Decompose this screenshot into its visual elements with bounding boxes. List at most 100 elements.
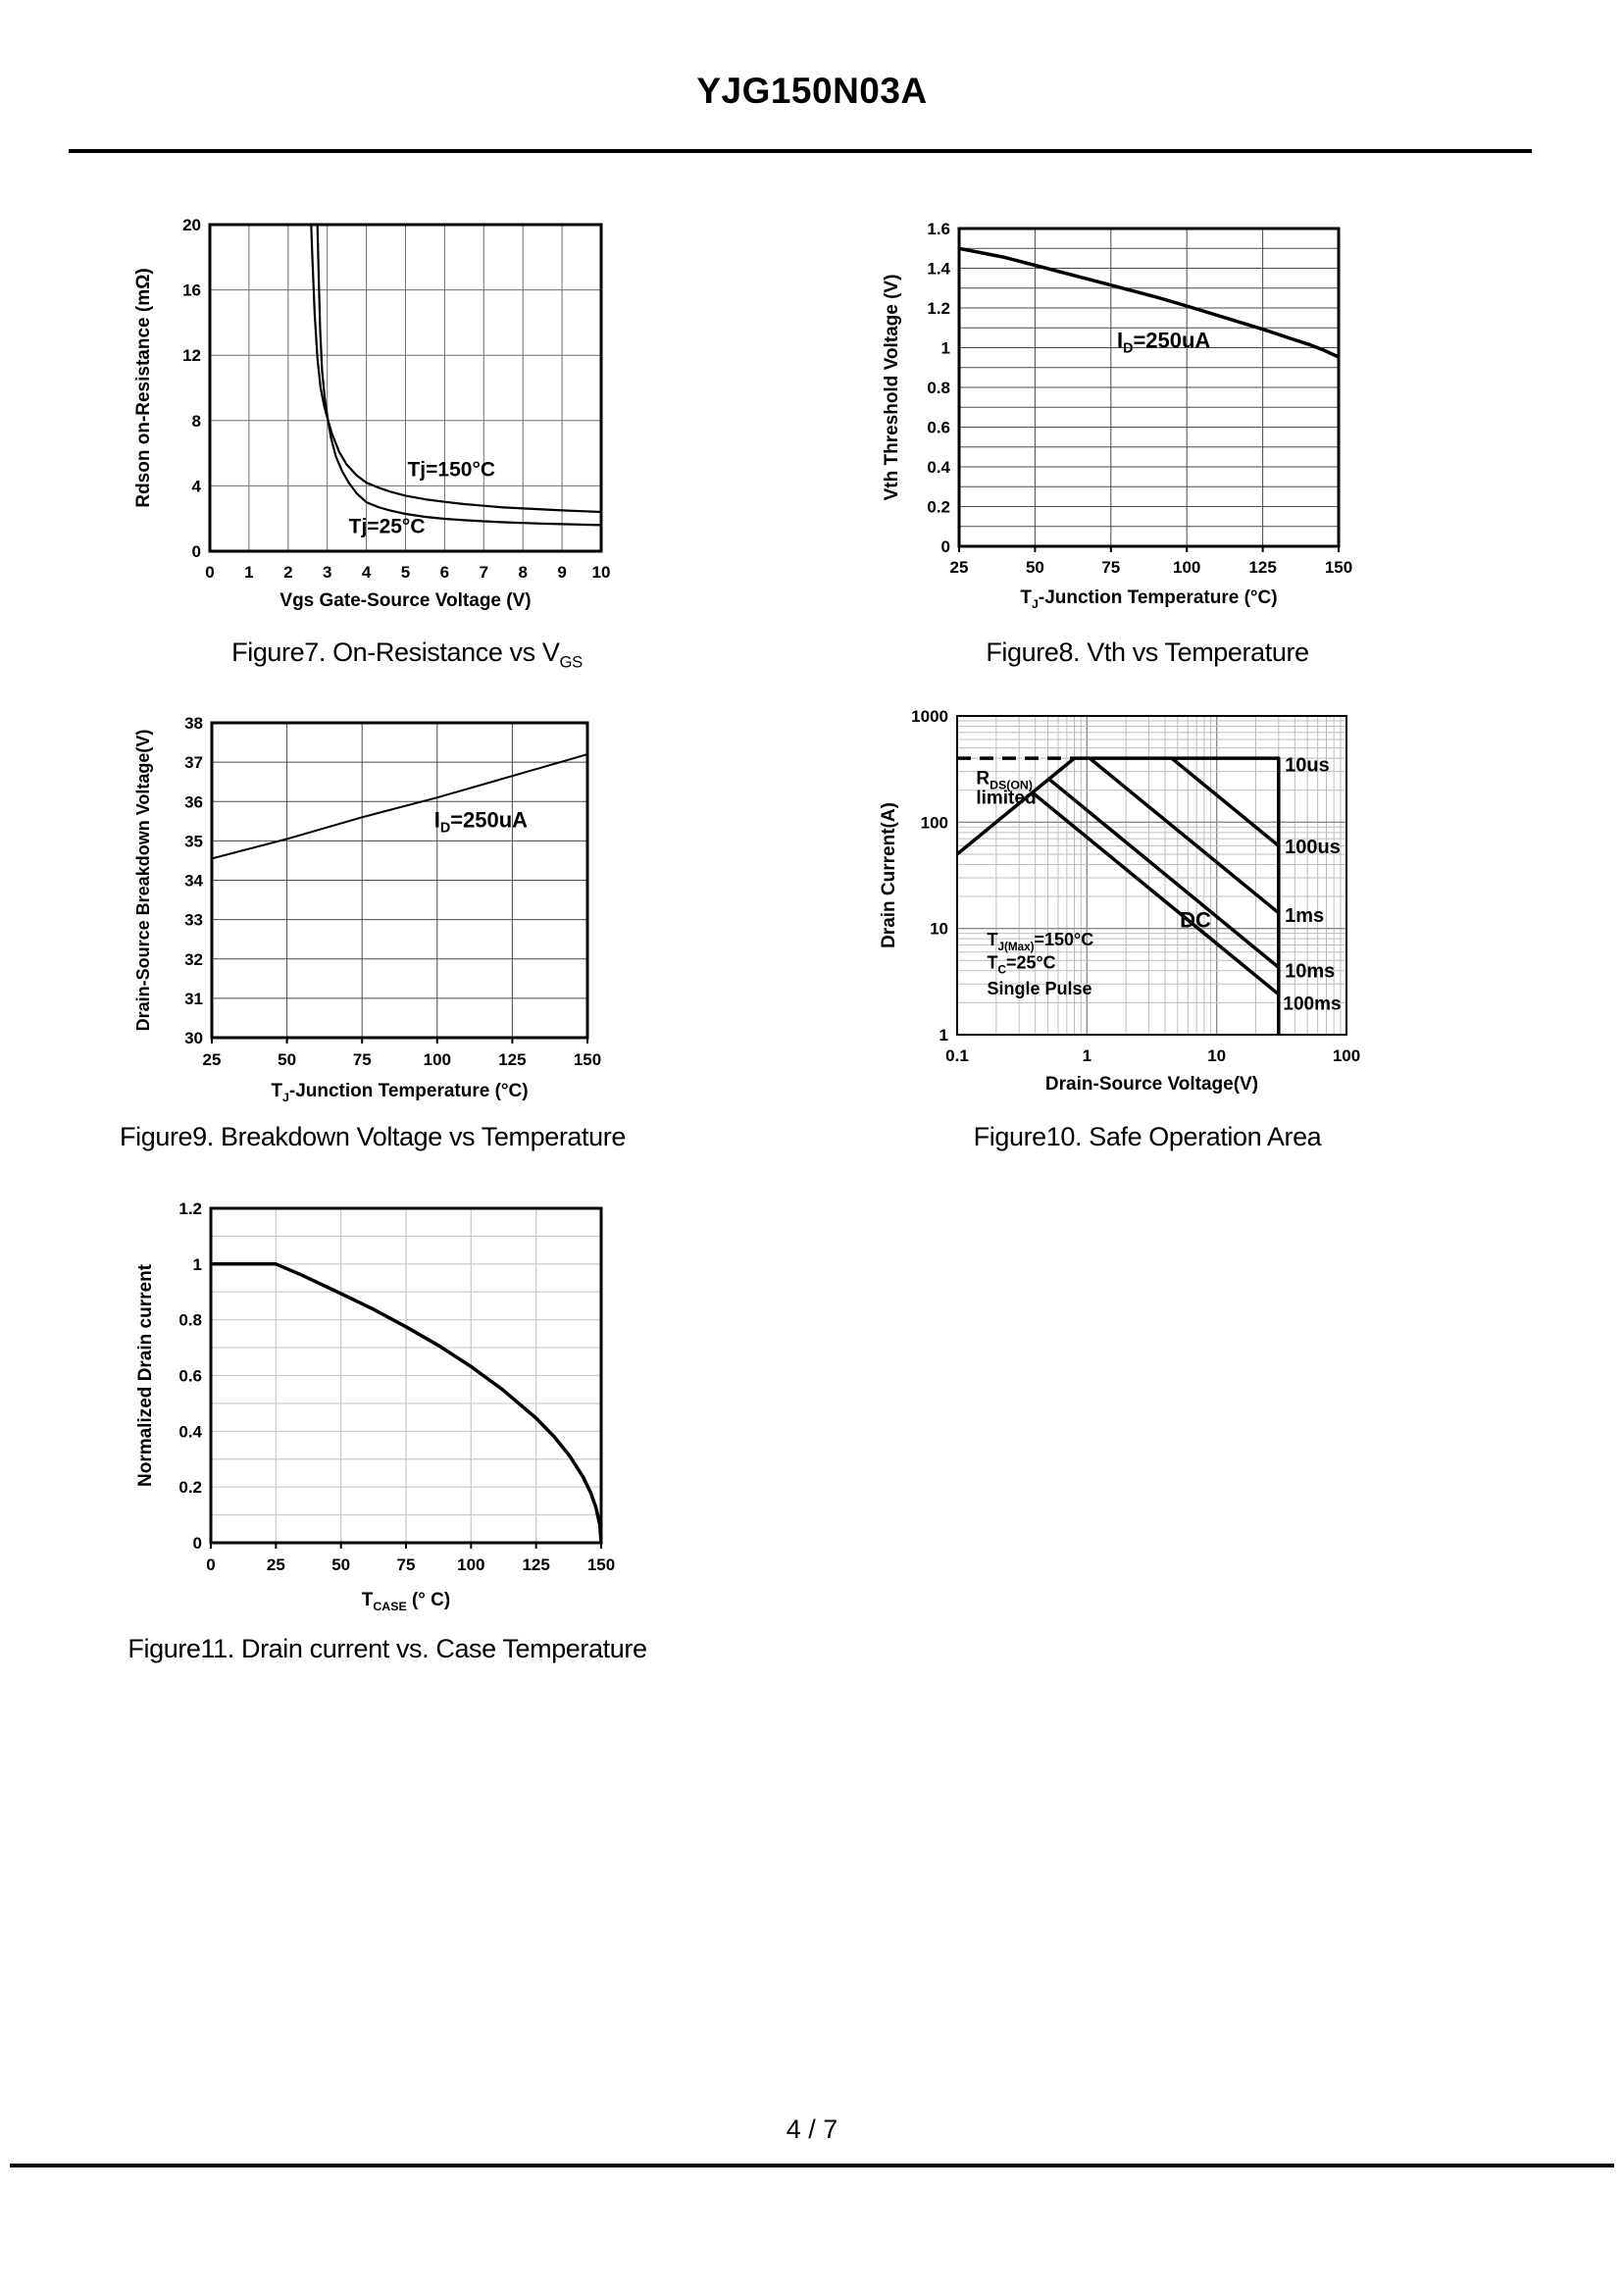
plot-border: [208, 223, 603, 553]
annotation: Single Pulse: [987, 979, 1091, 998]
annotation: ID=250uA: [434, 807, 528, 836]
y-tick-label: 1.2: [178, 1199, 202, 1218]
y-tick-label: 35: [184, 832, 203, 850]
series-group: [211, 1262, 601, 1543]
y-tick-label: 38: [184, 714, 203, 733]
annotation: limited: [976, 788, 1036, 808]
series-group: [959, 246, 1339, 359]
x-tick-label: 50: [278, 1050, 296, 1069]
annotation: Tj=25°C: [349, 515, 426, 537]
y-tick-label: 0: [193, 1534, 202, 1553]
y-tick-label: 0: [192, 542, 201, 561]
series-limit-10us: [1074, 756, 1281, 1035]
y-axis-label: Normalized Drain current: [135, 1263, 156, 1487]
tick-labels: 25 50 75 100 125 150 0 0.2 0.4 0.6 0.8 1 1.2 1.4 1.6: [927, 220, 1352, 577]
series-limit-100us: [1170, 756, 1280, 847]
annotation: TJ(Max)=150°C: [987, 930, 1093, 953]
page-number: 4 / 7: [786, 2115, 838, 2144]
y-tick-label: 1.6: [927, 220, 950, 238]
x-tick-label: 1: [244, 563, 253, 582]
x-tick-label: 10: [592, 563, 611, 582]
x-tick-label: 75: [397, 1555, 416, 1574]
tick-labels: 0 25 50 75 100 125 150 0 0.2 0.4 0.6 0.8 1 1.2: [178, 1199, 615, 1574]
annotation: DC: [1180, 907, 1211, 932]
y-tick-label: 20: [182, 216, 201, 234]
annotation: TC=25°C: [987, 952, 1055, 976]
y-tick-label: 0.8: [178, 1311, 202, 1330]
x-tick-label: 3: [323, 563, 331, 582]
x-tick-label: 75: [1101, 558, 1120, 577]
x-tick-label: 100: [457, 1555, 484, 1574]
y-tick-label: 1.2: [927, 299, 950, 318]
x-tick-label: 1: [1083, 1046, 1091, 1065]
series-bvdss: [212, 753, 587, 860]
series-group: [310, 225, 601, 527]
y-axis-label: Vth Threshold Voltage (V): [882, 275, 902, 501]
x-tick-label: 150: [587, 1555, 615, 1574]
y-tick-label: 0.8: [927, 379, 950, 397]
grid: [212, 723, 587, 1038]
y-axis-label: Drain Current(A): [879, 802, 899, 948]
figure10-caption: Figure10. Safe Operation Area: [973, 1122, 1322, 1151]
footer-rule: [10, 2164, 1614, 2167]
y-tick-label: 4: [192, 477, 202, 495]
y-tick-label: 0.2: [927, 498, 950, 517]
x-tick-label: 25: [203, 1050, 222, 1069]
x-tick-label: 125: [1248, 558, 1276, 577]
x-axis-label: TJ-Junction Temperature (°C): [1020, 587, 1277, 611]
y-tick-label: 0.6: [927, 419, 950, 437]
x-axis-label: Vgs Gate-Source Voltage (V): [279, 590, 531, 611]
x-tick-label: 0: [206, 1555, 215, 1574]
x-tick-label: 25: [950, 558, 969, 577]
y-tick-label: 0.4: [178, 1422, 202, 1441]
figure11-caption: Figure11. Drain current vs. Case Tempera…: [127, 1634, 647, 1663]
figure9-caption: Figure9. Breakdown Voltage vs Temperatur…: [120, 1122, 626, 1151]
series-limit-100ms: [1031, 790, 1280, 996]
x-tick-label: 25: [267, 1555, 285, 1574]
grid: [211, 1208, 601, 1543]
header-rule: [69, 149, 1532, 153]
y-tick-label: 1000: [911, 707, 948, 726]
y-tick-label: 33: [184, 911, 203, 930]
series-tj-150: [310, 225, 601, 514]
plot-border: [956, 715, 1347, 1036]
series-group: [212, 753, 587, 860]
y-tick-label: 16: [182, 281, 201, 300]
series-norm-id: [211, 1262, 601, 1543]
x-tick-label: 150: [574, 1050, 601, 1069]
plot-border: [210, 721, 589, 1040]
grid: [957, 716, 1346, 1035]
grid: [210, 225, 601, 551]
x-tick-label: 125: [522, 1555, 549, 1574]
x-tick-label: 50: [331, 1555, 350, 1574]
annotation: 1ms: [1285, 905, 1324, 927]
y-tick-label: 1: [941, 339, 950, 358]
y-tick-label: 0: [941, 537, 950, 556]
y-tick-label: 1.4: [927, 260, 950, 279]
series-limit-1ms: [1088, 756, 1280, 915]
x-tick-label: 4: [362, 563, 372, 582]
y-tick-label: 10: [930, 920, 948, 939]
figure8-chart: 25 50 75 100 125 150 0 0.2 0.4 0.6 0.8 1 1.2 1.4 1.6 TJ…: [882, 220, 1352, 611]
figure7-caption: Figure7. On-Resistance vs VGS: [231, 637, 583, 672]
x-tick-label: 125: [498, 1050, 526, 1069]
series-tj-25: [316, 225, 601, 527]
y-tick-label: 1: [193, 1255, 202, 1274]
series-group: [957, 756, 1281, 1035]
figure9-chart: 25 50 75 100 125 150 30 31 32 33 34 35 36 37 38 TJ-Junc…: [133, 714, 601, 1104]
tick-labels: 25 50 75 100 125 150 30 31 32 33 34 35 36 37 38: [184, 714, 601, 1069]
x-axis-label: TCASE (° C): [362, 1590, 450, 1613]
y-tick-label: 8: [192, 412, 201, 431]
x-tick-label: 9: [557, 563, 566, 582]
y-tick-label: 0.6: [178, 1367, 202, 1386]
series-limit-10ms: [1047, 777, 1280, 969]
y-axis-label: Drain-Source Breakdown Voltage(V): [133, 730, 153, 1032]
annotation: 100us: [1285, 837, 1341, 858]
y-tick-label: 1: [939, 1026, 948, 1045]
x-tick-label: 2: [283, 563, 292, 582]
x-tick-label: 100: [1173, 558, 1200, 577]
